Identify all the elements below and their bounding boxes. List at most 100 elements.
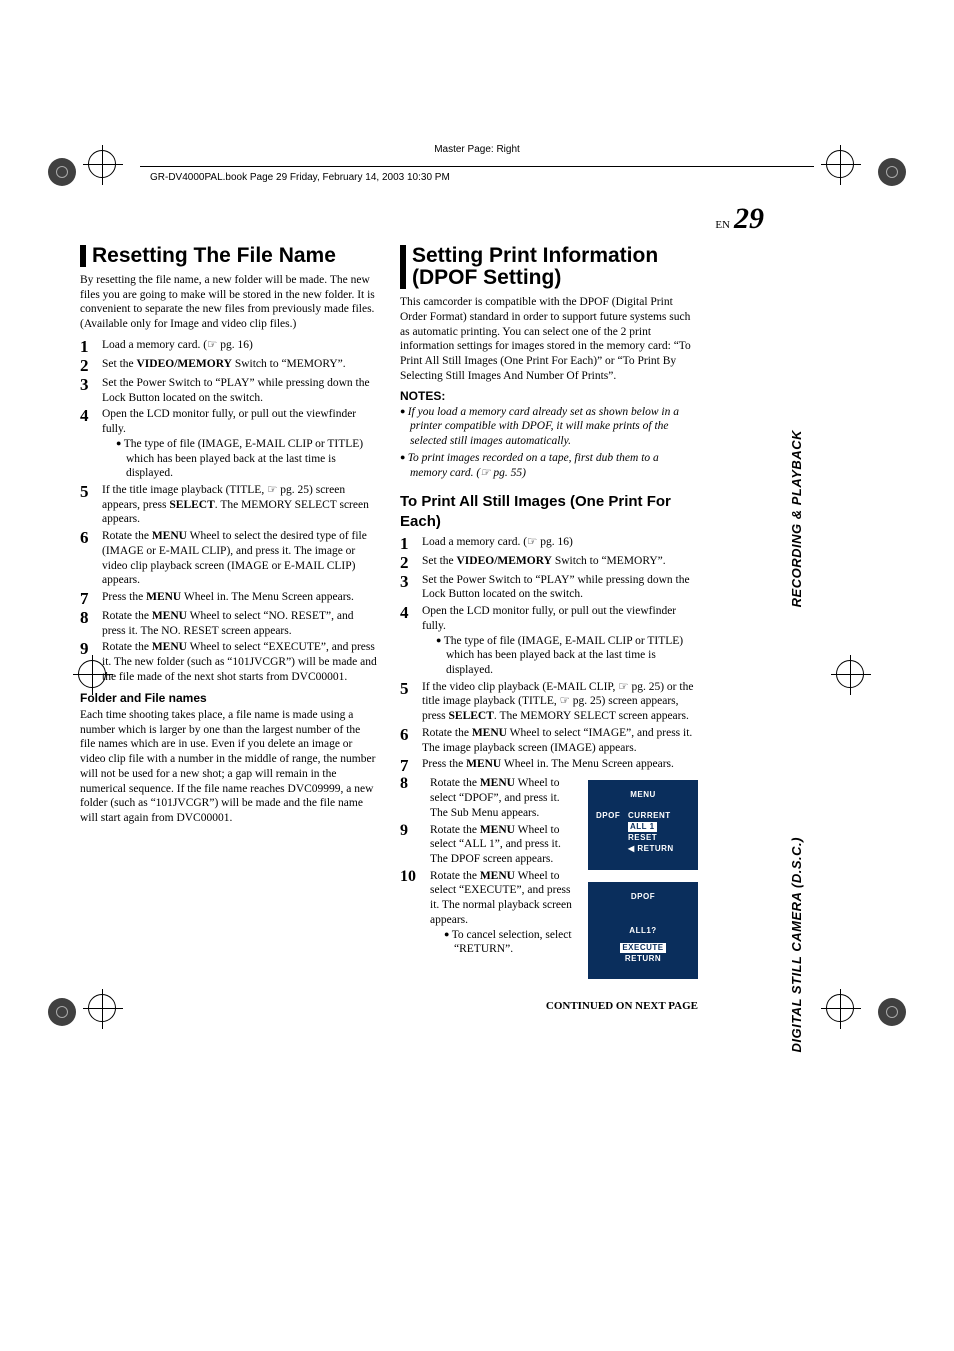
step: 3 Set the Power Switch to “PLAY” while pr… [400,573,698,602]
step: 1 Load a memory card. (☞ pg. 16) [400,535,698,552]
step-body: Load a memory card. (☞ pg. 16) [422,535,698,550]
osd-dpof-screen: DPOF ALL1? EXECUTERETURN [588,882,698,980]
osd-row: ALL1? [596,926,690,936]
step-number: 1 [400,535,416,552]
continued-label: CONTINUED ON NEXT PAGE [400,999,698,1013]
step: 8 Rotate the MENU Wheel to select “DPOF”,… [400,776,578,820]
crop-mark-icon [78,660,118,700]
step-number: 2 [400,554,416,571]
right-column: Setting Print Information (DPOF Setting)… [400,245,698,1014]
step-number: 5 [80,483,96,500]
step-number: 9 [80,640,96,657]
step-number: 3 [400,573,416,590]
step-number: 1 [80,338,96,355]
intro-dpof: This camcorder is compatible with the DP… [400,295,698,383]
header-rule [140,166,814,167]
osd-title: DPOF [596,892,690,902]
step-number: 10 [400,869,424,885]
step-body: Rotate the MENU Wheel to select “EXECUTE… [430,869,578,957]
step-number: 4 [400,604,416,621]
step-bullet: The type of file (IMAGE, E-MAIL CLIP or … [436,634,698,678]
step: 9 Rotate the MENU Wheel to select “ALL 1”… [400,823,578,867]
step: 4 Open the LCD monitor fully, or pull out… [80,407,378,481]
left-column: Resetting The File Name By resetting the… [80,245,378,1014]
step-body: Rotate the MENU Wheel to select the desi… [102,529,378,588]
step: 6 Rotate the MENU Wheel to select “IMAGE”… [400,726,698,755]
step: 8 Rotate the MENU Wheel to select “NO. RE… [80,609,378,638]
section-title-dpof: Setting Print Information (DPOF Setting) [400,245,698,289]
step-number: 5 [400,680,416,697]
step: 2 Set the VIDEO/MEMORY Switch to “MEMORY”… [400,554,698,571]
step-body: Press the MENU Wheel in. The Menu Screen… [102,590,378,605]
osd-panels: MENUDPOFCURRENTALL 1RESETRETURN DPOFALL1… [588,776,698,991]
master-page-label: Master Page: Right [0,144,954,155]
step: 5If the title image playback (TITLE, ☞ p… [80,483,378,527]
step: 7 Press the MENU Wheel in. The Menu Scree… [80,590,378,607]
osd-row: RETURN [596,844,690,854]
page-number: EN 29 [715,202,764,236]
crop-mark-icon [826,994,866,1034]
step-number: 8 [400,776,424,792]
step-number: 2 [80,357,96,374]
step-body: Open the LCD monitor fully, or pull out … [102,407,378,481]
step-body: Rotate the MENU Wheel to select “IMAGE”,… [422,726,698,755]
step: 3Set the Power Switch to “PLAY” while pr… [80,376,378,405]
osd-row: RETURN [596,954,690,964]
side-tab-recording: RECORDING & PLAYBACK [789,430,804,607]
step-number: 7 [80,590,96,607]
step: 7 Press the MENU Wheel in. The Menu Scree… [400,757,698,774]
step-number: 8 [80,609,96,626]
step-bullet: The type of file (IMAGE, E-MAIL CLIP or … [116,437,378,481]
page-prefix: EN [715,219,730,231]
note-item: If you load a memory card already set as… [400,405,698,449]
step-body: If the video clip playback (E-MAIL CLIP,… [422,680,698,724]
registration-dot-icon [878,998,906,1026]
step-number: 9 [400,823,424,839]
step-body: Set the VIDEO/MEMORY Switch to “MEMORY”. [102,357,378,372]
step-number: 4 [80,407,96,424]
sub-heading-folder: Folder and File names [80,691,378,706]
section-title-reset: Resetting The File Name [80,245,378,267]
subsection-title-printall: To Print All Still Images (One Print For… [400,492,698,530]
notes-heading: NOTES: [400,389,698,404]
step: 9 Rotate the MENU Wheel to select “EXECUT… [80,640,378,684]
step-body: Open the LCD monitor fully, or pull out … [422,604,698,678]
step-body: Rotate the MENU Wheel to select “DPOF”, … [430,776,578,820]
header-filepath: GR-DV4000PAL.book Page 29 Friday, Februa… [150,172,450,183]
content-columns: Resetting The File Name By resetting the… [80,245,874,1014]
registration-dot-icon [48,998,76,1026]
step-number: 3 [80,376,96,393]
step-number: 6 [80,529,96,546]
crop-mark-icon [836,660,876,700]
osd-menu-screen: MENU DPOFCURRENTALL 1RESETRETURN [588,780,698,869]
step-number: 6 [400,726,416,743]
step-body: Set the VIDEO/MEMORY Switch to “MEMORY”. [422,554,698,569]
step: 2 Set the VIDEO/MEMORY Switch to “MEMORY”… [80,357,378,374]
step-bullet: To cancel selection, select “RETURN”. [444,928,578,957]
registration-dot-icon [878,158,906,186]
step: 10 Rotate the MENU Wheel to select “EXECU… [400,869,578,957]
osd-row: RESET [596,833,690,843]
step-body: Rotate the MENU Wheel to select “ALL 1”,… [430,823,578,867]
step-body: Set the Power Switch to “PLAY” while pre… [422,573,698,602]
side-tabs: RECORDING & PLAYBACK DIGITAL STILL CAMER… [789,430,804,1053]
osd-row: EXECUTE [596,943,690,953]
crop-mark-icon [88,994,128,1034]
step-number: 7 [400,757,416,774]
step-body: Load a memory card. (☞ pg. 16) [102,338,378,353]
crop-mark-icon [88,150,128,190]
osd-row: ALL 1 [596,822,690,832]
crop-mark-icon [826,150,866,190]
sub-body-folder: Each time shooting takes place, a file n… [80,708,378,826]
step: 1 Load a memory card. (☞ pg. 16) [80,338,378,355]
step: 6 Rotate the MENU Wheel to select the des… [80,529,378,588]
step: 4 Open the LCD monitor fully, or pull out… [400,604,698,678]
step-body: Press the MENU Wheel in. The Menu Screen… [422,757,698,772]
osd-row: DPOFCURRENT [596,811,690,821]
step-body: Rotate the MENU Wheel to select “EXECUTE… [102,640,378,684]
step: 5 If the video clip playback (E-MAIL CLIP… [400,680,698,724]
page-num: 29 [734,202,764,235]
osd-title: MENU [596,790,690,800]
manual-page: Master Page: Right GR-DV4000PAL.book Pag… [0,0,954,1074]
step-body: Rotate the MENU Wheel to select “NO. RES… [102,609,378,638]
